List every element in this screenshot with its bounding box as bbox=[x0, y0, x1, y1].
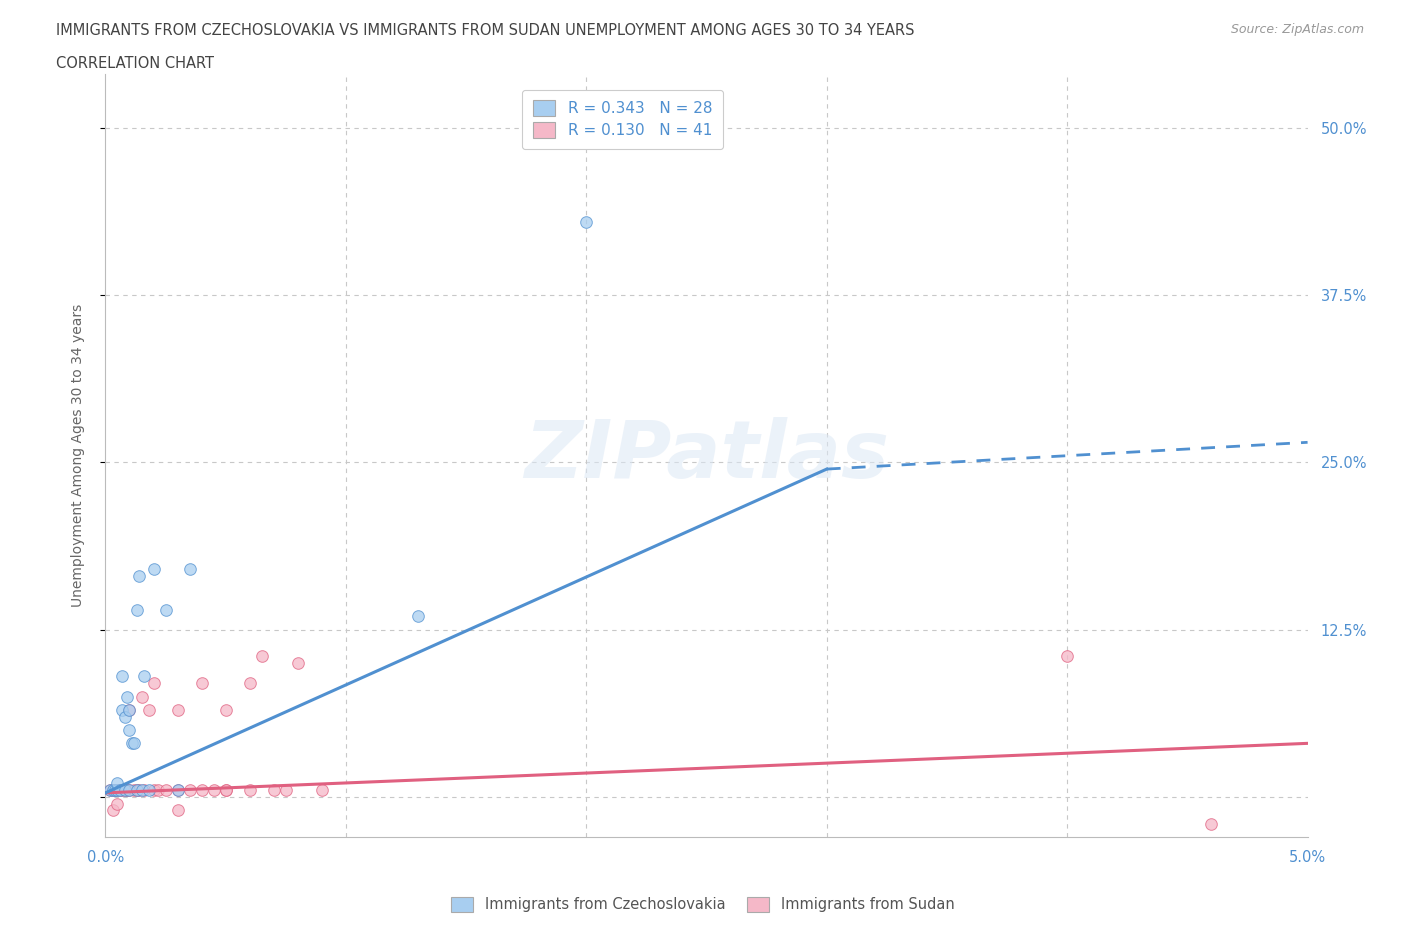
Point bbox=[214, 783, 236, 798]
Point bbox=[111, 669, 134, 684]
Point bbox=[115, 689, 138, 704]
Point bbox=[107, 783, 129, 798]
Point bbox=[239, 676, 262, 691]
Point bbox=[239, 783, 262, 798]
Point bbox=[107, 783, 129, 798]
Point bbox=[155, 783, 177, 798]
Point bbox=[1201, 817, 1223, 831]
Point bbox=[132, 669, 155, 684]
Point bbox=[128, 783, 150, 798]
Point bbox=[263, 783, 285, 798]
Point bbox=[406, 609, 429, 624]
Point bbox=[166, 783, 188, 798]
Point bbox=[98, 783, 121, 798]
Point bbox=[131, 783, 153, 798]
Point bbox=[214, 702, 236, 717]
Point bbox=[107, 776, 129, 790]
Point bbox=[138, 702, 160, 717]
Point bbox=[125, 783, 148, 798]
Point bbox=[166, 783, 188, 798]
Point bbox=[250, 649, 273, 664]
Point bbox=[128, 568, 150, 583]
Point bbox=[101, 803, 124, 817]
Point bbox=[124, 783, 146, 798]
Point bbox=[118, 702, 141, 717]
Point bbox=[104, 783, 127, 798]
Point bbox=[202, 783, 225, 798]
Point bbox=[115, 783, 138, 798]
Text: Source: ZipAtlas.com: Source: ZipAtlas.com bbox=[1230, 23, 1364, 36]
Point bbox=[114, 783, 136, 798]
Point bbox=[98, 783, 121, 798]
Point bbox=[179, 562, 201, 577]
Point bbox=[1056, 649, 1078, 664]
Point bbox=[111, 783, 134, 798]
Point bbox=[125, 783, 148, 798]
Point bbox=[274, 783, 297, 798]
Point bbox=[107, 796, 129, 811]
Point bbox=[190, 676, 212, 691]
Point bbox=[101, 783, 124, 798]
Point bbox=[125, 602, 148, 617]
Point bbox=[142, 676, 165, 691]
Point bbox=[114, 710, 136, 724]
Point bbox=[131, 689, 153, 704]
Point bbox=[142, 783, 165, 798]
Point bbox=[138, 783, 160, 798]
Text: ZIPatlas: ZIPatlas bbox=[524, 417, 889, 495]
Point bbox=[287, 656, 309, 671]
Point bbox=[111, 702, 134, 717]
Point bbox=[148, 783, 170, 798]
Point bbox=[155, 602, 177, 617]
Point bbox=[166, 702, 188, 717]
Point bbox=[118, 723, 141, 737]
Point bbox=[101, 783, 124, 798]
Point bbox=[118, 702, 141, 717]
Legend: R = 0.343   N = 28, R = 0.130   N = 41: R = 0.343 N = 28, R = 0.130 N = 41 bbox=[522, 89, 723, 149]
Point bbox=[179, 783, 201, 798]
Point bbox=[108, 783, 131, 798]
Point bbox=[190, 783, 212, 798]
Point bbox=[118, 783, 141, 798]
Point bbox=[166, 803, 188, 817]
Point bbox=[214, 783, 236, 798]
Point bbox=[575, 214, 598, 229]
Point bbox=[114, 783, 136, 798]
Point bbox=[311, 783, 333, 798]
Point bbox=[132, 783, 155, 798]
Point bbox=[121, 736, 143, 751]
Point bbox=[142, 562, 165, 577]
Point bbox=[104, 783, 127, 798]
Text: IMMIGRANTS FROM CZECHOSLOVAKIA VS IMMIGRANTS FROM SUDAN UNEMPLOYMENT AMONG AGES : IMMIGRANTS FROM CZECHOSLOVAKIA VS IMMIGR… bbox=[56, 23, 915, 38]
Y-axis label: Unemployment Among Ages 30 to 34 years: Unemployment Among Ages 30 to 34 years bbox=[70, 304, 84, 607]
Point bbox=[118, 783, 141, 798]
Point bbox=[124, 736, 146, 751]
Point bbox=[108, 783, 131, 798]
Text: CORRELATION CHART: CORRELATION CHART bbox=[56, 56, 214, 71]
Legend: Immigrants from Czechoslovakia, Immigrants from Sudan: Immigrants from Czechoslovakia, Immigran… bbox=[446, 891, 960, 918]
